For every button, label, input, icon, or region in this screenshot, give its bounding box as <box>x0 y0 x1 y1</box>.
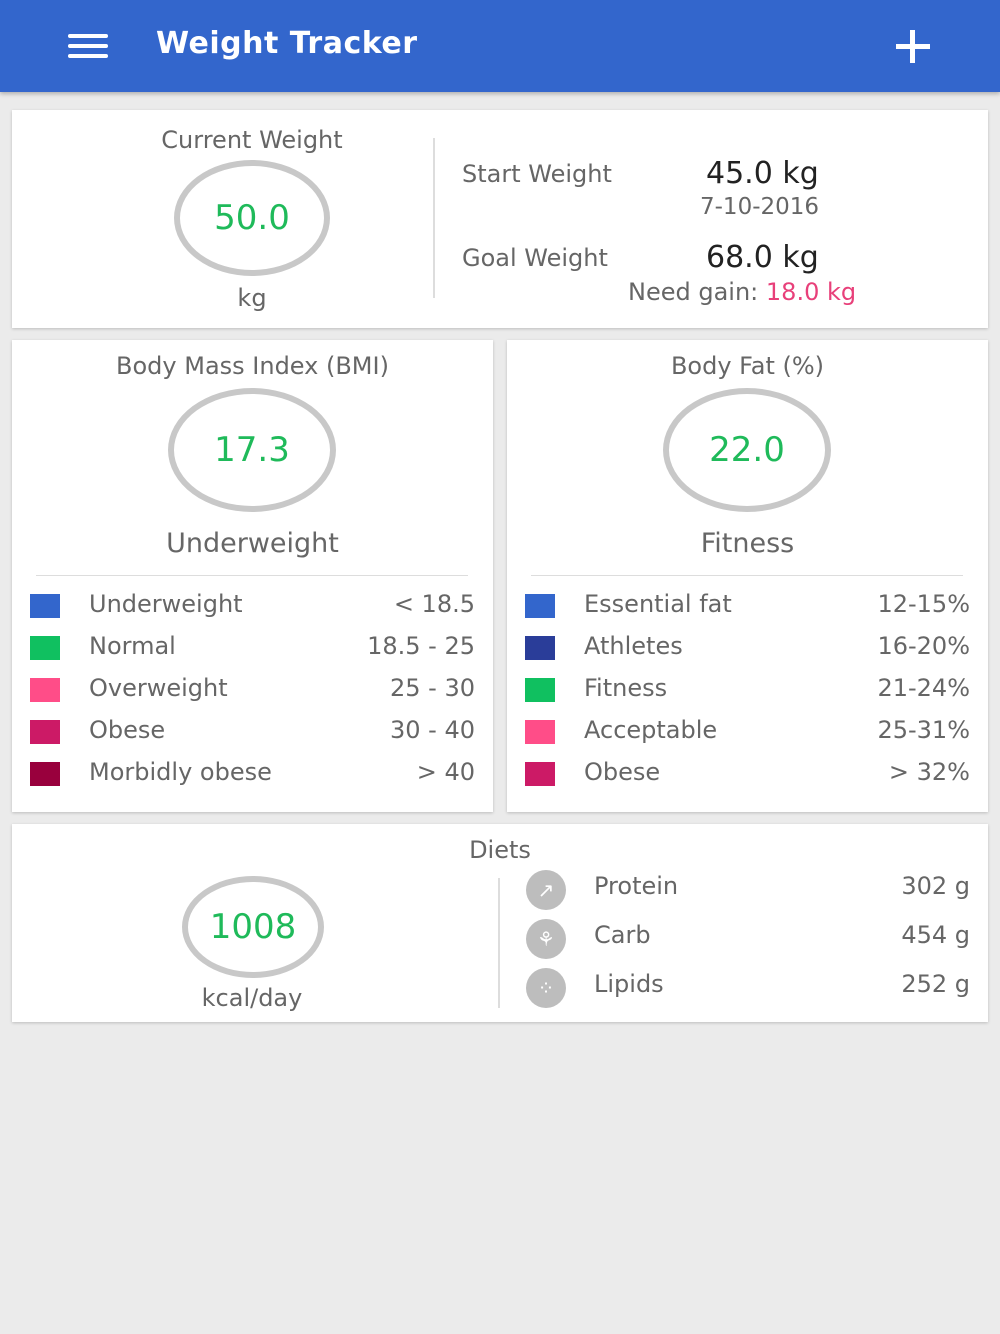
macro-value: 252 g <box>901 970 970 998</box>
plus-icon[interactable] <box>890 22 938 70</box>
bmi-ring: Underweight 17.3 <box>168 388 336 512</box>
app-title: Weight Tracker <box>156 26 418 61</box>
bodyfat-legend-range: 16-20% <box>877 632 970 660</box>
macro-name: Protein <box>594 872 679 900</box>
bodyfat-value: 22.0 <box>709 430 785 470</box>
bodyfat-legend-row: Fitness 21-24% <box>507 670 988 710</box>
macro-list: ↗ Protein 302 g ⚘ Carb 454 g ⁘ Lipids 252 g <box>526 870 970 1020</box>
need-gain-label: Need gain: <box>628 278 759 306</box>
bodyfat-legend-swatch <box>525 678 555 702</box>
bodyfat-legend-row: Essential fat 12-15% <box>507 586 988 626</box>
bodyfat-legend-name: Fitness <box>584 674 668 702</box>
macro-row: ↗ Protein 302 g <box>526 870 970 914</box>
bodyfat-legend-swatch <box>525 762 555 786</box>
kcal-unit: kcal/day <box>201 984 303 1012</box>
bmi-title: Body Mass Index (BMI) <box>116 352 389 380</box>
bmi-legend-row: Obese 30 - 40 <box>12 712 493 752</box>
bmi-value-text: 17.3 <box>214 430 290 470</box>
macro-name: Carb <box>594 921 651 949</box>
diets-divider <box>498 878 500 1008</box>
bmi-legend-row: Normal 18.5 - 25 <box>12 628 493 668</box>
bmi-legend-name: Normal <box>89 632 176 660</box>
bmi-legend-swatch <box>30 678 60 702</box>
diets-title: Diets <box>469 836 531 864</box>
molecule-icon: ⁘ <box>526 968 566 1008</box>
bmi-legend-range: > 40 <box>416 758 475 786</box>
start-weight-date: 7-10-2016 <box>700 194 820 220</box>
macro-value: 454 g <box>901 921 970 949</box>
start-weight-value: 45.0 kg <box>706 156 819 191</box>
bmi-legend-range: < 18.5 <box>393 590 475 618</box>
muscle-icon: ↗ <box>526 870 566 910</box>
need-gain: Need gain: 18.0 kg <box>628 278 856 306</box>
bodyfat-legend-row: Obese > 32% <box>507 754 988 794</box>
current-weight-ring: 50.0 <box>174 160 330 276</box>
bodyfat-legend-range: 25-31% <box>877 716 970 744</box>
bodyfat-legend-name: Athletes <box>584 632 683 660</box>
bmi-legend-swatch <box>30 636 60 660</box>
macro-value: 302 g <box>901 872 970 900</box>
bmi-legend-row: Morbidly obese > 40 <box>12 754 493 794</box>
bmi-legend-name: Underweight <box>89 590 243 618</box>
weight-divider <box>433 138 435 298</box>
bodyfat-legend-range: > 32% <box>888 758 970 786</box>
bodyfat-legend-swatch <box>525 636 555 660</box>
goal-weight-value: 68.0 kg <box>706 240 819 275</box>
macro-row: ⁘ Lipids 252 g <box>526 968 970 1012</box>
bodyfat-title: Body Fat (%) <box>670 352 825 380</box>
bmi-legend-range: 18.5 - 25 <box>367 632 475 660</box>
bodyfat-legend-swatch <box>525 720 555 744</box>
bodyfat-legend-range: 21-24% <box>877 674 970 702</box>
bmi-legend-row: Underweight < 18.5 <box>12 586 493 626</box>
bmi-legend: Underweight < 18.5 Normal 18.5 - 25 Overweig… <box>12 586 493 806</box>
bodyfat-legend: Essential fat 12-15% Athletes 16-20% Fitness… <box>507 586 988 806</box>
macro-name: Lipids <box>594 970 664 998</box>
kcal-value: 1008 <box>209 907 297 947</box>
bodyfat-legend-row: Athletes 16-20% <box>507 628 988 668</box>
diets-card[interactable]: Diets 1008 kcal/day ↗ Protein 302 g ⚘ Carb 45… <box>12 824 988 1022</box>
bmi-legend-row: Overweight 25 - 30 <box>12 670 493 710</box>
bmi-category: Underweight <box>166 528 339 559</box>
wheat-icon: ⚘ <box>526 919 566 959</box>
bodyfat-legend-swatch <box>525 594 555 618</box>
bmi-legend-swatch <box>30 594 60 618</box>
bodyfat-legend-name: Obese <box>584 758 661 786</box>
bmi-legend-name: Obese <box>89 716 166 744</box>
bodyfat-legend-range: 12-15% <box>877 590 970 618</box>
current-weight-label: Current Weight <box>161 126 343 154</box>
weight-card[interactable]: Current Weight 50.0 kg Start Weight 45.0… <box>12 110 988 328</box>
bmi-legend-name: Morbidly obese <box>89 758 272 786</box>
start-weight-label: Start Weight <box>462 160 612 188</box>
app-bar: Weight Tracker <box>0 0 1000 92</box>
menu-icon[interactable] <box>62 26 116 66</box>
bmi-legend-range: 30 - 40 <box>390 716 475 744</box>
bmi-divider <box>36 575 468 576</box>
bodyfat-card[interactable]: Body Fat (%) 22.0 Fitness Essential fat 1… <box>507 340 988 812</box>
bodyfat-divider <box>531 575 963 576</box>
bodyfat-category: Fitness <box>700 528 795 559</box>
bmi-legend-swatch <box>30 720 60 744</box>
current-weight-value: 50.0 <box>214 198 290 238</box>
bmi-legend-range: 25 - 30 <box>390 674 475 702</box>
bodyfat-legend-row: Acceptable 25-31% <box>507 712 988 752</box>
bmi-legend-name: Overweight <box>89 674 228 702</box>
bodyfat-ring: 22.0 <box>663 388 831 512</box>
macro-row: ⚘ Carb 454 g <box>526 919 970 963</box>
current-weight-unit: kg <box>237 284 267 312</box>
bodyfat-legend-name: Acceptable <box>584 716 718 744</box>
goal-weight-label: Goal Weight <box>462 244 608 272</box>
bodyfat-legend-name: Essential fat <box>584 590 732 618</box>
bmi-card[interactable]: Body Mass Index (BMI) Underweight 17.3 U… <box>12 340 493 812</box>
kcal-ring: 1008 <box>182 876 324 978</box>
bmi-legend-swatch <box>30 762 60 786</box>
need-gain-value: 18.0 kg <box>765 278 857 306</box>
